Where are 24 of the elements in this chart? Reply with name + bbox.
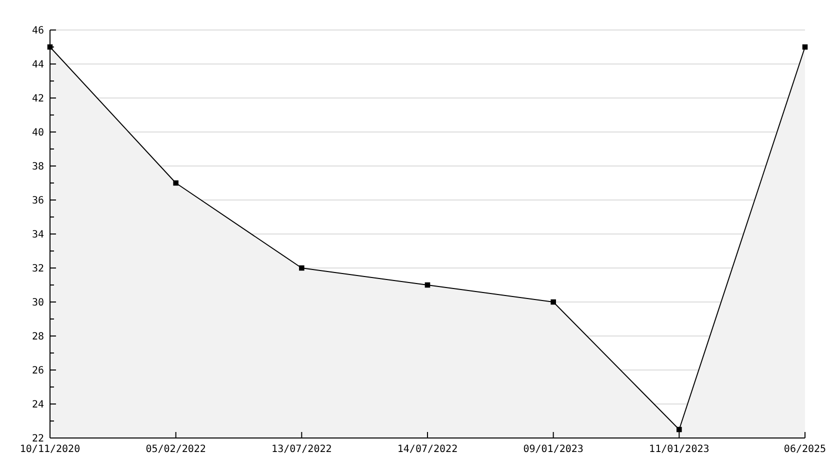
y-tick-label: 38 bbox=[32, 162, 44, 172]
x-tick-label: 11/01/2023 bbox=[649, 444, 710, 455]
y-tick-label: 44 bbox=[32, 60, 44, 70]
y-tick-label: 26 bbox=[32, 366, 44, 376]
y-tick-label: 28 bbox=[32, 332, 44, 342]
y-tick-label: 32 bbox=[32, 264, 44, 274]
y-tick-label: 40 bbox=[32, 128, 44, 138]
x-tick-label: 14/07/2022 bbox=[397, 444, 458, 455]
x-tick-label: 09/01/2023 bbox=[523, 444, 584, 455]
point bbox=[550, 299, 556, 305]
y-tick-label: 42 bbox=[32, 94, 44, 104]
y-tick-label: 36 bbox=[32, 196, 44, 206]
x-tick-label: 10/11/2020 bbox=[20, 444, 80, 455]
y-tick-label: 30 bbox=[32, 298, 44, 308]
y-tick-label: 24 bbox=[32, 400, 44, 410]
y-tick-label: 46 bbox=[32, 26, 44, 36]
x-tick-label: 05/02/2022 bbox=[146, 444, 206, 455]
point bbox=[173, 180, 178, 186]
y-tick-label: 34 bbox=[32, 230, 44, 240]
point bbox=[299, 265, 304, 271]
x-tick-label: 06/2025 bbox=[784, 444, 826, 455]
point bbox=[676, 426, 682, 432]
y-tick-label: 22 bbox=[32, 434, 44, 444]
x-tick-label: 13/07/2022 bbox=[272, 444, 332, 455]
